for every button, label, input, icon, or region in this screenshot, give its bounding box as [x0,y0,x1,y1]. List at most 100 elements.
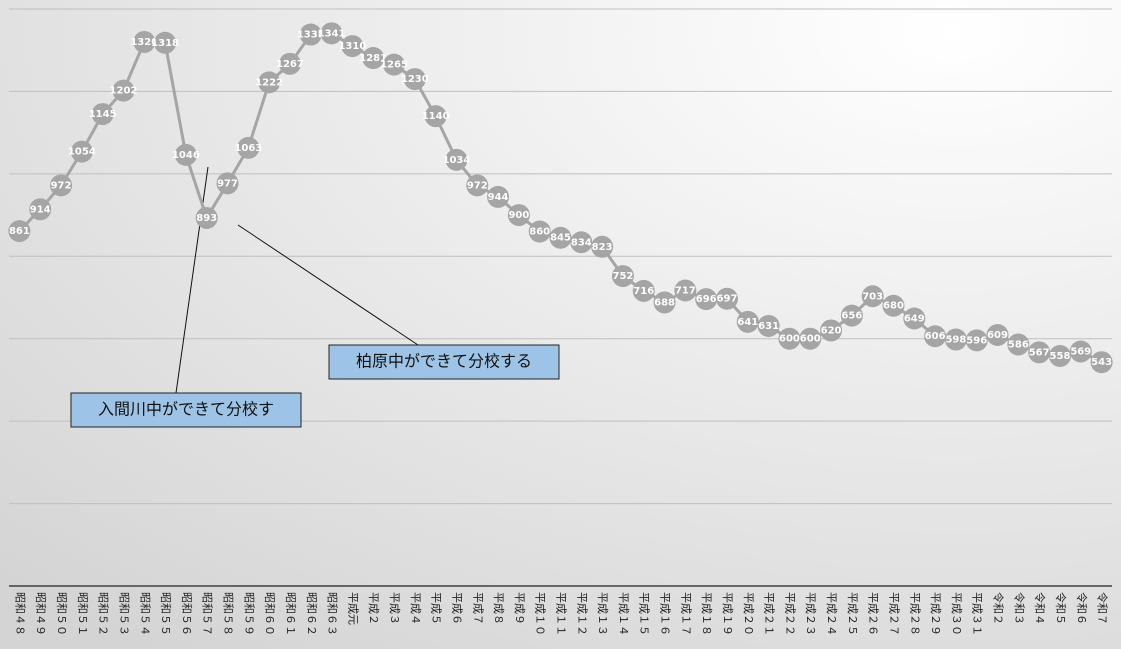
marker [258,71,281,94]
data-label: 600 [779,334,800,345]
marker [778,327,801,350]
marker [549,226,572,249]
marker [487,185,510,208]
marker [237,136,260,159]
marker [507,204,530,227]
x-tick-label: 平成２７ [887,592,900,636]
data-label: 641 [737,317,758,328]
data-label: 567 [1029,347,1050,358]
x-tick-label: 平成１６ [659,592,672,636]
data-label: 716 [633,286,654,297]
x-tick-label: 平成２９ [929,592,942,636]
x-tick-label: 昭和４９ [34,592,47,636]
data-label: 680 [883,301,904,312]
x-tick-label: 平成１３ [596,592,609,636]
x-tick-label: 令和４ [1033,592,1047,625]
data-label: 1318 [151,38,179,49]
marker [653,291,676,314]
marker [424,105,447,128]
marker [757,314,780,337]
x-tick-label: 平成元 [346,592,359,625]
x-tick-label: 昭和５７ [201,592,214,636]
marker [133,30,156,53]
x-tick-label: 平成２２ [783,592,796,636]
data-label: 620 [821,325,842,336]
x-tick-label: 平成２０ [742,592,755,636]
data-label: 1310 [338,41,366,52]
marker [632,279,655,302]
x-tick-label: 昭和５４ [138,592,151,636]
marker [965,329,988,352]
data-label: 1046 [172,150,200,161]
marker [154,31,177,54]
data-label: 1140 [422,111,450,122]
marker [1069,340,1092,363]
x-tick-label: 令和２ [992,592,1006,625]
data-label: 1267 [276,59,304,70]
x-tick-label: 令和３ [1012,592,1026,625]
data-label: 752 [612,271,633,282]
marker [1048,345,1071,368]
marker [903,307,926,330]
x-tick-label: 昭和６０ [263,592,276,636]
x-tick-label: 平成１７ [679,592,692,636]
marker [840,304,863,327]
x-tick-label: 昭和５５ [159,592,172,636]
marker [445,148,468,171]
marker [528,220,551,243]
marker [1028,341,1051,364]
marker [195,206,218,229]
x-tick-label: 平成４ [409,592,422,625]
x-tick-label: 平成５ [430,592,443,625]
marker [611,265,634,288]
data-label: 703 [862,291,883,302]
x-tick-label: 平成１１ [555,592,568,636]
data-label: 1202 [110,86,138,97]
marker [216,172,239,195]
marker [820,319,843,342]
x-tick-label: 平成３１ [971,592,984,636]
data-label: 656 [841,311,862,322]
marker [174,143,197,166]
x-tick-label: 昭和５３ [117,592,130,636]
data-label: 596 [966,335,987,346]
data-label: 845 [550,233,571,244]
data-label: 860 [529,227,550,238]
marker [695,288,718,311]
marker [882,294,905,317]
data-label: 586 [1008,339,1029,350]
data-label: 972 [51,180,72,191]
marker [50,174,73,197]
marker [8,220,31,243]
data-label: 696 [696,294,717,305]
data-label: 688 [654,297,675,308]
marker [570,231,593,254]
x-tick-label: 平成１２ [575,592,588,636]
x-tick-label: 平成２６ [867,592,880,636]
x-tick-label: 昭和５６ [180,592,193,636]
marker [674,279,697,302]
x-tick-label: 平成２１ [763,592,776,636]
x-tick-label: 平成３ [388,592,401,625]
data-label: 834 [571,237,592,248]
data-label: 1063 [234,143,262,154]
marker [403,68,426,91]
data-label: 1054 [68,147,96,158]
marker [1007,333,1030,356]
x-tick-label: 昭和５１ [76,592,89,636]
x-tick-label: 平成１９ [721,592,734,636]
marker [944,328,967,351]
marker [112,79,135,102]
x-tick-label: 平成１４ [617,592,630,636]
x-tick-label: 昭和６２ [305,592,318,636]
x-tick-label: 平成６ [450,592,463,625]
data-label: 697 [717,294,738,305]
x-tick-label: 昭和４８ [13,592,26,636]
x-tick-label: 平成２８ [908,592,921,636]
data-label: 1338 [297,30,325,41]
annotation-box [328,344,560,380]
marker [924,325,947,348]
marker [320,22,343,45]
data-label: 1320 [130,37,158,48]
